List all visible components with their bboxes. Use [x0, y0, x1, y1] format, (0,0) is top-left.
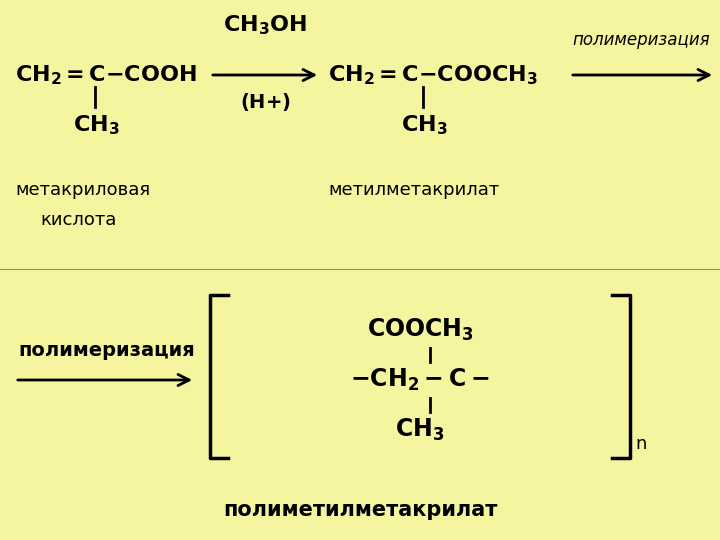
Text: $\mathbf{CH_3OH}$: $\mathbf{CH_3OH}$ [223, 13, 307, 37]
Text: $\mathbf{COOCH_3}$: $\mathbf{COOCH_3}$ [366, 317, 474, 343]
Text: метилметакрилат: метилметакрилат [328, 181, 499, 199]
Text: $\mathbf{CH_3}$: $\mathbf{CH_3}$ [401, 113, 448, 137]
Text: $\mathbf{(H{+})}$: $\mathbf{(H{+})}$ [240, 91, 290, 113]
Text: $\mathbf{CH_3}$: $\mathbf{CH_3}$ [73, 113, 120, 137]
Text: n: n [635, 435, 647, 453]
Text: кислота: кислота [40, 211, 117, 229]
Text: $\mathbf{-CH_2-C-}$: $\mathbf{-CH_2-C-}$ [350, 367, 490, 393]
Text: полимеризация: полимеризация [18, 341, 194, 360]
Text: полиметилметакрилат: полиметилметакрилат [222, 500, 498, 520]
Text: $\mathbf{CH_2{=}C{-}COOH}$: $\mathbf{CH_2{=}C{-}COOH}$ [15, 63, 197, 87]
Text: $\mathbf{CH_2{=}C{-}COOCH_3}$: $\mathbf{CH_2{=}C{-}COOCH_3}$ [328, 63, 538, 87]
Text: метакриловая: метакриловая [15, 181, 150, 199]
Text: $\mathbf{CH_3}$: $\mathbf{CH_3}$ [395, 417, 445, 443]
Text: полимеризация: полимеризация [572, 31, 710, 49]
